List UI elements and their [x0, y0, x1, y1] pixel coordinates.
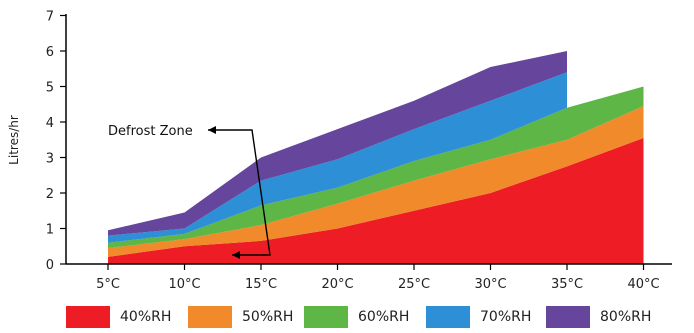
legend-item: 80%RH — [546, 305, 651, 329]
legend-swatch — [304, 306, 348, 328]
area-60rh — [108, 86, 644, 249]
legend: 40%RH 50%RH 60%RH 70%RH 80%RH — [0, 305, 694, 329]
legend-item: 70%RH — [426, 305, 531, 329]
legend-item: 40%RH — [66, 305, 171, 329]
y-tick-label: 2 — [46, 187, 54, 202]
y-tick-label: 4 — [46, 116, 54, 131]
chart: 0 1 2 3 4 5 6 7 5°C 10°C 15°C 20°C 25°C 30°C 35°C 40°C… — [7, 10, 672, 292]
x-tick-label: 15°C — [245, 277, 277, 292]
legend-label: 60%RH — [358, 309, 410, 325]
y-tick-label: 7 — [46, 10, 54, 25]
legend-label: 70%RH — [480, 309, 532, 325]
x-tick-label: 30°C — [474, 277, 506, 292]
area-series — [108, 51, 644, 264]
legend-item: 60%RH — [304, 305, 409, 329]
y-tick-label: 5 — [46, 81, 54, 96]
x-tick-label: 40°C — [627, 277, 659, 292]
legend-swatch — [66, 306, 110, 328]
defrost-zone-label: Defrost Zone — [108, 124, 193, 139]
area-50rh — [108, 106, 644, 257]
x-tick-label: 35°C — [551, 277, 583, 292]
defrost-zone-bracket — [208, 129, 271, 256]
area-80rh — [108, 51, 567, 236]
x-tick-label: 25°C — [398, 277, 430, 292]
y-tick-label: 3 — [46, 152, 54, 167]
y-tick-label: 0 — [46, 258, 54, 273]
defrost-arrow-bottom-icon — [232, 251, 240, 259]
legend-item: 50%RH — [188, 305, 293, 329]
legend-swatch — [426, 306, 470, 328]
x-tick-label: 20°C — [321, 277, 353, 292]
y-tick-labels: 0 1 2 3 4 5 6 7 — [46, 10, 66, 273]
x-tick-label: 5°C — [96, 277, 120, 292]
defrost-arrow-top-icon — [208, 126, 216, 134]
x-tick-label: 10°C — [168, 277, 200, 292]
y-tick-label: 6 — [46, 45, 54, 60]
defrost-zone-annotation: Defrost Zone — [108, 124, 271, 259]
y-tick-label: 1 — [46, 223, 54, 238]
area-40rh — [108, 137, 644, 264]
legend-label: 40%RH — [120, 309, 172, 325]
x-tick-labels: 5°C 10°C 15°C 20°C 25°C 30°C 35°C 40°C — [96, 264, 660, 292]
legend-swatch — [188, 306, 232, 328]
legend-label: 50%RH — [242, 309, 294, 325]
axes — [65, 14, 672, 265]
legend-label: 80%RH — [600, 309, 652, 325]
legend-swatch — [546, 306, 590, 328]
y-axis-title: Litres/hr — [7, 115, 21, 165]
